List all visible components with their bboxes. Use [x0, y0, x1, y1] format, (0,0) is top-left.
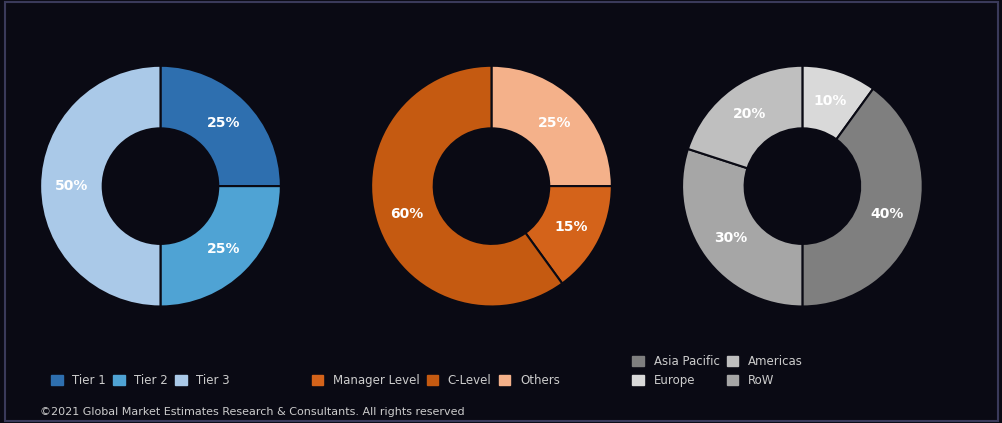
Text: 15%: 15%	[553, 220, 587, 233]
Text: 60%: 60%	[390, 207, 423, 221]
Wedge shape	[681, 149, 802, 307]
Text: 25%: 25%	[206, 242, 239, 256]
Wedge shape	[802, 66, 873, 140]
Wedge shape	[371, 66, 562, 307]
Wedge shape	[525, 186, 611, 283]
Wedge shape	[687, 66, 802, 168]
Wedge shape	[160, 186, 281, 307]
Text: ©2021 Global Market Estimates Research & Consultants. All rights reserved: ©2021 Global Market Estimates Research &…	[40, 407, 464, 417]
Text: 25%: 25%	[206, 116, 239, 130]
Text: 40%: 40%	[870, 207, 903, 221]
Legend: Tier 1, Tier 2, Tier 3: Tier 1, Tier 2, Tier 3	[46, 369, 234, 392]
Text: 10%: 10%	[813, 94, 846, 108]
Wedge shape	[160, 66, 281, 186]
Wedge shape	[491, 66, 611, 186]
Text: 50%: 50%	[55, 179, 88, 193]
Text: 30%: 30%	[713, 231, 746, 245]
Wedge shape	[40, 66, 160, 307]
Legend: Manager Level, C-Level, Others: Manager Level, C-Level, Others	[307, 369, 564, 392]
Text: 25%: 25%	[537, 116, 570, 130]
Legend: Asia Pacific, Europe, Americas, RoW: Asia Pacific, Europe, Americas, RoW	[627, 350, 807, 392]
Text: 20%: 20%	[732, 107, 766, 121]
Wedge shape	[802, 89, 922, 307]
